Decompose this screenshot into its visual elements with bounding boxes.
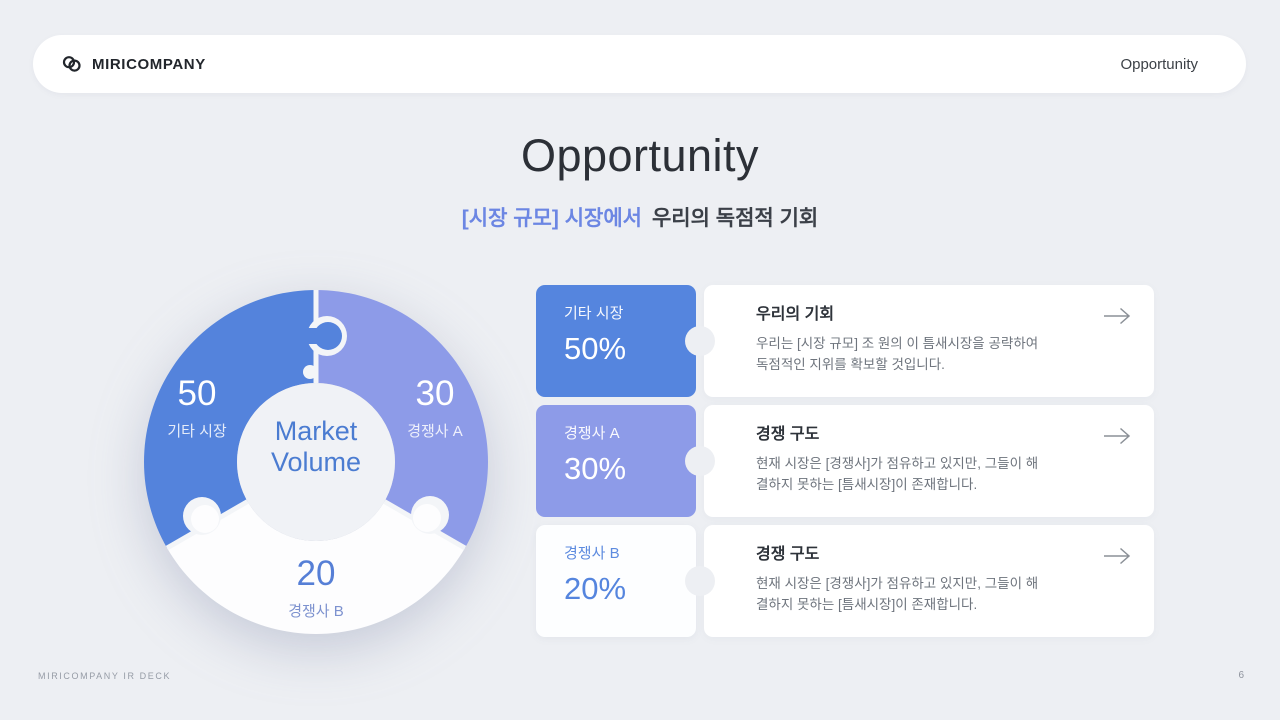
arrow-right-icon[interactable] — [1102, 305, 1132, 332]
badge-value: 20% — [564, 571, 627, 606]
segment-value: 20 — [296, 554, 336, 593]
segment-name: 경쟁사 B — [288, 603, 344, 620]
puzzle-tab-top — [314, 322, 342, 350]
badge-value: 50% — [564, 331, 627, 366]
card-body: 현재 시장은 [경쟁사]가 점유하고 있지만, 그들이 해 결하지 못하는 [틈… — [756, 573, 1094, 615]
segment-value: 50 — [177, 374, 217, 413]
donut-center-label: Market Volume — [221, 416, 411, 478]
page-subtitle: [시장 규모] 시장에서 우리의 독점적 기회 — [0, 202, 1280, 232]
market-volume-donut-chart: 50 기타 시장 30 경쟁사 A 20 경쟁사 B Market Volume — [144, 290, 488, 634]
card-competition-1[interactable]: 경쟁 구도 현재 시장은 [경쟁사]가 점유하고 있지만, 그들이 해 결하지 … — [704, 405, 1154, 517]
segment-name: 기타 시장 — [167, 423, 227, 440]
badge-competitor-b: 경쟁사 B 20% — [536, 525, 696, 637]
puzzle-knob — [685, 446, 715, 476]
center-line-2: Volume — [270, 447, 362, 477]
arrow-right-icon[interactable] — [1102, 545, 1132, 572]
top-bar: MIRICOMPANY Opportunity — [33, 35, 1246, 93]
card-body-line-2: 결하지 못하는 [틈새시장]이 존재합니다. — [756, 597, 978, 612]
badge-value: 30% — [564, 451, 627, 486]
card-body: 우리는 [시장 규모] 조 원의 이 틈새시장을 공략하여 독점적인 지위를 확… — [756, 333, 1094, 375]
segment-value: 30 — [415, 374, 455, 413]
card-title: 경쟁 구도 — [756, 546, 820, 563]
puzzle-knob — [685, 566, 715, 596]
card-body-line-2: 독점적인 지위를 확보할 것입니다. — [756, 357, 945, 372]
section-label: Opportunity — [1120, 55, 1198, 73]
segment-label-competitor-b: 20 경쟁사 B — [261, 556, 371, 621]
donut-svg — [144, 290, 488, 634]
card-title: 경쟁 구도 — [756, 426, 820, 443]
center-line-1: Market — [274, 416, 358, 446]
puzzle-socket-top — [303, 365, 317, 379]
puzzle-tab-right — [413, 504, 441, 532]
info-cards: 기타 시장 50% 우리의 기회 우리는 [시장 규모] 조 원의 이 틈새시장… — [536, 285, 1154, 645]
segment-other-market — [144, 290, 316, 548]
subtitle-highlight: [시장 규모] 시장에서 — [461, 207, 642, 230]
badge-other-market: 기타 시장 50% — [536, 285, 696, 397]
card-body-line-1: 현재 시장은 [경쟁사]가 점유하고 있지만, 그들이 해 — [756, 456, 1039, 471]
segment-competitor-b — [167, 501, 465, 634]
card-body-line-1: 우리는 [시장 규모] 조 원의 이 틈새시장을 공략하여 — [756, 336, 1039, 351]
puzzle-tab-left — [191, 505, 219, 533]
card-row-other-market: 기타 시장 50% 우리의 기회 우리는 [시장 규모] 조 원의 이 틈새시장… — [536, 285, 1154, 397]
badge-label: 기타 시장 — [564, 305, 624, 322]
card-our-opportunity[interactable]: 우리의 기회 우리는 [시장 규모] 조 원의 이 틈새시장을 공략하여 독점적… — [704, 285, 1154, 397]
card-body-line-2: 결하지 못하는 [틈새시장]이 존재합니다. — [756, 477, 978, 492]
donut-center-circle — [237, 383, 395, 541]
badge-label: 경쟁사 B — [564, 545, 620, 562]
card-body: 현재 시장은 [경쟁사]가 점유하고 있지만, 그들이 해 결하지 못하는 [틈… — [756, 453, 1094, 495]
arrow-right-icon[interactable] — [1102, 425, 1132, 452]
subtitle-rest: 우리의 독점적 기회 — [651, 207, 819, 230]
segment-label-other-market: 50 기타 시장 — [142, 376, 252, 441]
badge-competitor-a: 경쟁사 A 30% — [536, 405, 696, 517]
badge-label: 경쟁사 A — [564, 425, 620, 442]
segment-name: 경쟁사 A — [407, 423, 463, 440]
page-number: 6 — [1238, 670, 1244, 681]
brand-logo-icon — [62, 56, 81, 72]
card-row-competitor-a: 경쟁사 A 30% 경쟁 구도 현재 시장은 [경쟁사]가 점유하고 있지만, … — [536, 405, 1154, 517]
brand-name: MIRICOMPANY — [92, 55, 206, 73]
card-title: 우리의 기회 — [756, 306, 835, 323]
card-competition-2[interactable]: 경쟁 구도 현재 시장은 [경쟁사]가 점유하고 있지만, 그들이 해 결하지 … — [704, 525, 1154, 637]
page-title: Opportunity — [520, 130, 760, 181]
segment-competitor-a — [316, 290, 488, 548]
card-body-line-1: 현재 시장은 [경쟁사]가 점유하고 있지만, 그들이 해 — [756, 576, 1039, 591]
brand: MIRICOMPANY — [61, 54, 206, 74]
footer-deck-label: MIRICOMPANY IR DECK — [38, 671, 172, 681]
segment-label-competitor-a: 30 경쟁사 A — [380, 376, 490, 441]
puzzle-knob — [685, 326, 715, 356]
card-row-competitor-b: 경쟁사 B 20% 경쟁 구도 현재 시장은 [경쟁사]가 점유하고 있지만, … — [536, 525, 1154, 637]
